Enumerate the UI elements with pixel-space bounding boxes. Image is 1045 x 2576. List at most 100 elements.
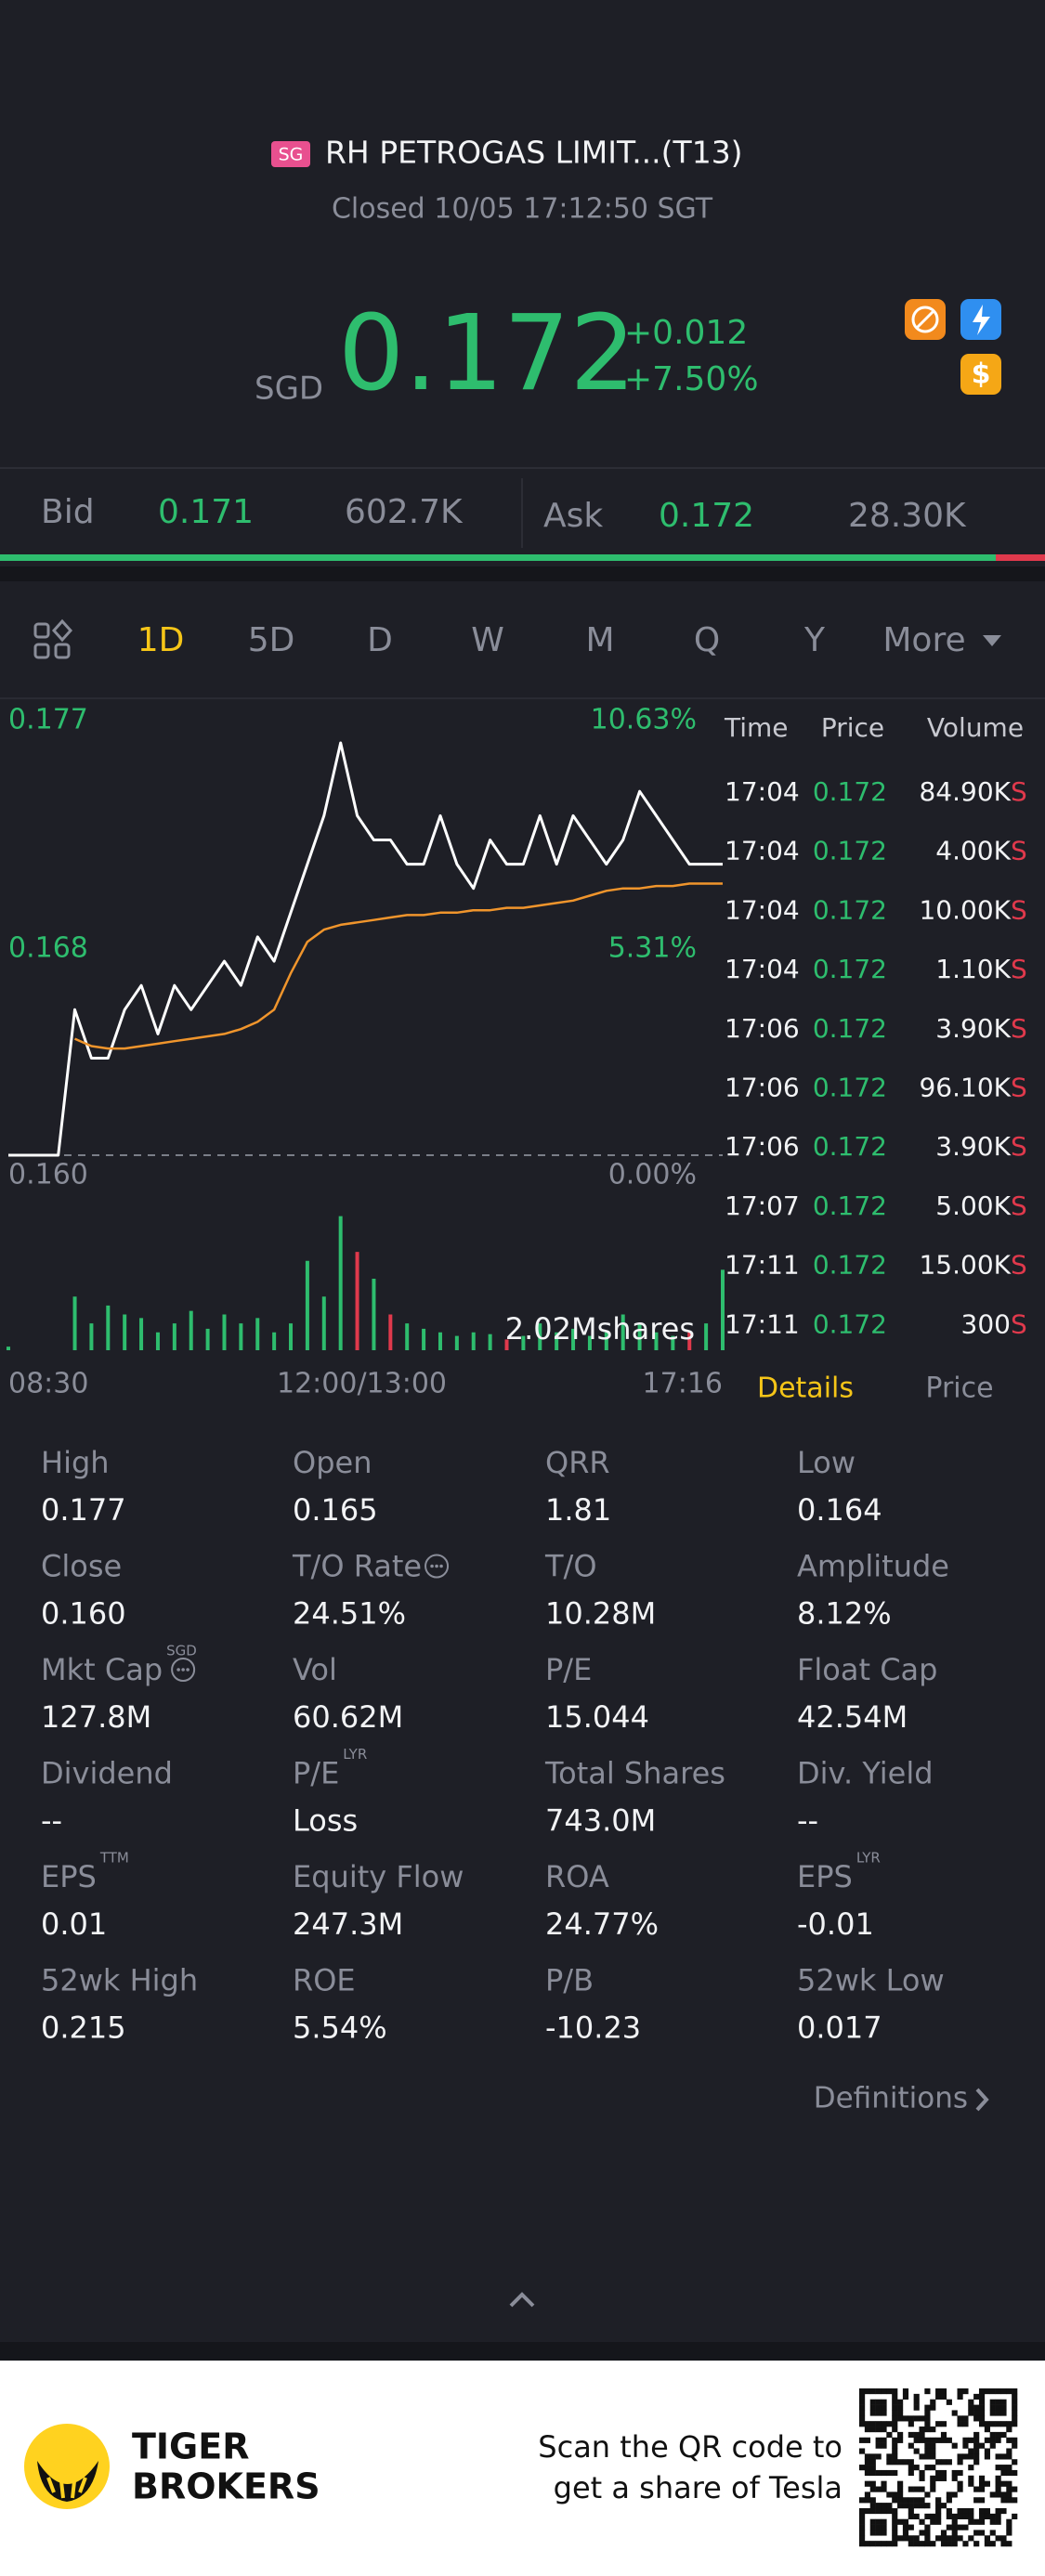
stat-value: 15.044: [545, 1699, 649, 1735]
qr-module: [973, 2459, 980, 2465]
qr-module: [930, 2541, 936, 2547]
qr-module: [989, 2399, 996, 2405]
qr-module: [940, 2393, 947, 2400]
qr-module: [892, 2491, 898, 2498]
detail-tab[interactable]: Details: [757, 1373, 854, 1405]
stat-value: -10.23: [545, 2010, 641, 2046]
qr-module: [978, 2518, 986, 2525]
qr-module: [995, 2431, 1001, 2439]
qr-module: [913, 2448, 920, 2454]
definitions-link[interactable]: Definitions: [814, 2082, 968, 2115]
qr-module: [924, 2421, 931, 2427]
qr-module: [924, 2388, 931, 2395]
qr-module: [995, 2486, 1001, 2492]
qr-module: [1006, 2486, 1012, 2492]
trade-volume: 3.90K: [935, 1131, 1011, 1162]
stat-value: --: [41, 1803, 62, 1839]
qr-module: [869, 2497, 876, 2504]
currency: SGD: [255, 371, 323, 408]
logo-mark: [46, 2477, 87, 2499]
icon: [960, 354, 1001, 395]
trade-side: S: [1011, 1250, 1027, 1281]
detail-tab[interactable]: Price: [925, 1373, 993, 1405]
bid-label: Bid: [41, 493, 95, 531]
qr-module: [957, 2513, 963, 2519]
price-change: +0.012: [624, 314, 748, 352]
qr-module: [962, 2541, 969, 2547]
period-tab[interactable]: D: [367, 621, 393, 659]
period-tab[interactable]: 5D: [248, 621, 295, 659]
trade-price: 0.172: [813, 776, 887, 807]
stat-qualifier: LYR: [343, 1746, 367, 1763]
logo: [24, 2424, 110, 2509]
qr-module: [930, 2465, 936, 2471]
trade-time: 17:06: [725, 1131, 800, 1162]
qr-module: [875, 2486, 882, 2492]
qr-module: [897, 2497, 904, 2504]
qr-module: [869, 2459, 876, 2465]
trade-time: 17:04: [725, 836, 800, 866]
qr-module: [881, 2541, 887, 2547]
period-tab[interactable]: Q: [694, 621, 720, 659]
volume-bar: [587, 1335, 592, 1350]
volume-total: 2.02Mshares: [505, 1311, 695, 1347]
ask-bar: [996, 554, 1045, 561]
trade-volume: 4.00K: [935, 836, 1011, 866]
qr-module: [902, 2459, 909, 2465]
volume-bar: [239, 1323, 243, 1350]
qr-module: [908, 2541, 914, 2547]
qr-module: [951, 2410, 958, 2416]
qr-module: [968, 2399, 974, 2405]
qr-module: [930, 2404, 936, 2411]
info-icon[interactable]: [425, 1554, 450, 1579]
qr-module: [913, 2535, 920, 2542]
stat-label: P/B: [545, 1963, 594, 1998]
period-tab[interactable]: More: [882, 621, 965, 659]
period-tab[interactable]: W: [471, 621, 504, 659]
period-tab[interactable]: Y: [803, 621, 826, 659]
qr-module: [892, 2393, 898, 2400]
qr-module: [892, 2426, 898, 2433]
qr-module: [968, 2535, 974, 2542]
qr-module: [881, 2524, 887, 2530]
layout-icon[interactable]: [33, 618, 73, 659]
stat-value: 0.165: [293, 1492, 378, 1528]
qr-module: [924, 2513, 931, 2519]
qr-module: [935, 2459, 942, 2465]
qr-module: [875, 2469, 882, 2477]
info-icon-dot: [181, 1668, 185, 1672]
info-icon[interactable]: [171, 1658, 196, 1682]
qr-module: [940, 2530, 947, 2536]
qr-module: [1006, 2465, 1012, 2471]
qr-module: [902, 2503, 909, 2509]
volume-bar: [89, 1323, 94, 1350]
qr-module: [902, 2393, 909, 2400]
qr-module: [875, 2503, 882, 2509]
volume-bar: [488, 1334, 492, 1350]
qr-module: [875, 2524, 882, 2530]
qr-module: [908, 2503, 914, 2509]
qr-module: [924, 2524, 931, 2530]
qr-module: [913, 2486, 920, 2492]
qr-module: [946, 2399, 952, 2405]
qr-module: [995, 2404, 1001, 2411]
qr-module: [968, 2448, 974, 2454]
period-tab[interactable]: 1D: [137, 621, 185, 659]
qr-module: [908, 2459, 914, 2465]
qr-module: [1006, 2453, 1012, 2460]
qr-module: [859, 2518, 866, 2525]
qr-module: [978, 2410, 986, 2416]
qr-module: [908, 2524, 914, 2530]
qr-module: [924, 2415, 931, 2422]
qr-module: [924, 2530, 931, 2536]
qr-module: [913, 2431, 920, 2439]
qr-module: [935, 2518, 942, 2525]
qr-module: [957, 2453, 963, 2460]
expand-caret[interactable]: [509, 2292, 535, 2308]
qr-module: [892, 2437, 898, 2443]
qr-module: [892, 2497, 898, 2504]
qr-module: [995, 2465, 1001, 2471]
trade-price: 0.172: [813, 1250, 887, 1281]
period-tab[interactable]: M: [585, 621, 614, 659]
trade-volume: 96.10K: [919, 1073, 1011, 1103]
